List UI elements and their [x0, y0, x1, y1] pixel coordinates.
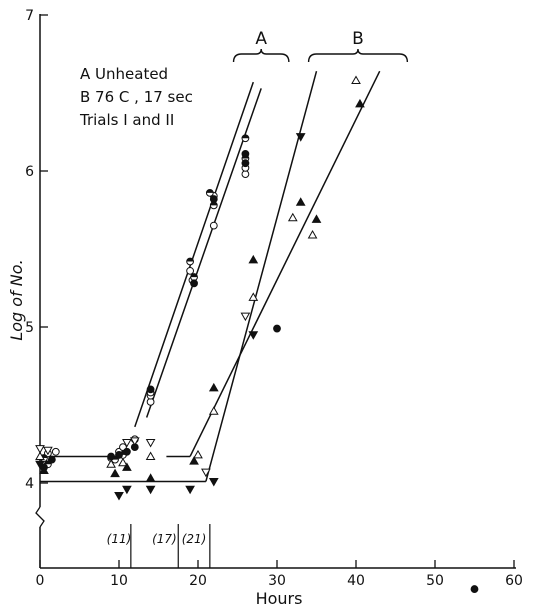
y-tick-label: 7: [25, 8, 34, 24]
data-point-filled-triangle: [248, 254, 259, 264]
data-point-filled-triangle: [39, 465, 49, 475]
data-point-filled-triangle: [295, 197, 306, 206]
x-tick-label: 60: [505, 573, 523, 589]
data-point-filled-circle: [273, 324, 281, 333]
data-point-open-triangle: [248, 292, 259, 301]
data-point-filled-triangle: [122, 462, 132, 471]
data-point-filled-inverted-triangle: [114, 491, 124, 501]
data-point-filled-triangle: [311, 214, 322, 223]
data-point-open-inverted-triangle: [129, 437, 140, 446]
data-point-filled-triangle: [110, 468, 120, 478]
data-point-filled-inverted-triangle: [145, 485, 156, 495]
y-tick-label: 5: [25, 320, 34, 336]
axes: 0 10 20 30 40 50 60 4 5 6 7: [25, 8, 523, 589]
data-point-open-triangle: [307, 229, 318, 239]
data-point-open-circle: [186, 266, 195, 275]
data-points: [35, 75, 479, 593]
fit-lines: [40, 70, 381, 483]
legend-line-3: Trials I and II: [79, 111, 174, 129]
interval-label: (11): [107, 532, 132, 546]
data-point-filled-circle: [146, 385, 155, 394]
interval-label: (21): [182, 532, 207, 546]
data-point-filled-inverted-triangle: [208, 477, 219, 487]
fit-line: [189, 70, 381, 457]
data-point-open-triangle: [287, 212, 298, 222]
data-point-open-inverted-triangle: [122, 438, 132, 448]
data-point-open-triangle: [106, 459, 116, 468]
fit-line: [205, 70, 318, 482]
data-point-open-inverted-triangle: [43, 446, 53, 456]
data-point-open-triangle: [208, 406, 219, 415]
y-tick-label: 4: [25, 476, 34, 492]
data-point-open-triangle: [193, 449, 203, 459]
fit-line: [145, 88, 262, 418]
y-tick-label: 6: [25, 164, 34, 180]
data-point-filled-inverted-triangle: [122, 485, 132, 495]
y-axis-break-mark: [35, 506, 45, 528]
bracket-B: [307, 48, 409, 63]
bracket-A: [232, 48, 290, 63]
x-tick-label: 0: [36, 573, 45, 589]
x-tick-label: 30: [268, 573, 286, 589]
data-point-filled-circle: [241, 159, 250, 168]
data-point-open-triangle: [118, 457, 128, 467]
data-point-open-inverted-triangle: [145, 438, 156, 448]
fit-line: [134, 81, 255, 428]
legend-line-2: B 76 C , 17 sec: [80, 88, 193, 106]
data-point-open-circle: [209, 221, 218, 230]
data-point-filled-circle: [115, 451, 123, 459]
legend: A Unheated B 76 C , 17 sec Trials I and …: [79, 65, 193, 129]
data-point-half-filled-circle: [190, 273, 198, 281]
data-point-open-triangle: [351, 75, 361, 85]
y-axis-title: Log of No.: [7, 259, 26, 340]
data-point-filled-triangle: [145, 473, 156, 482]
data-point-filled-triangle: [208, 382, 219, 392]
data-point-filled-inverted-triangle: [185, 485, 195, 495]
data-point-half-filled-circle: [186, 257, 195, 266]
data-point-filled-triangle: [189, 456, 199, 465]
legend-line-1: A Unheated: [80, 65, 168, 83]
bracket-label-B: B: [352, 29, 364, 49]
x-tick-label: 50: [426, 573, 444, 589]
x-tick-label: 10: [110, 573, 128, 589]
data-point-filled-inverted-triangle: [35, 460, 45, 470]
data-point-filled-circle: [47, 455, 56, 464]
data-point-open-circle: [51, 447, 60, 456]
data-point-filled-circle: [209, 195, 218, 203]
data-point-filled-triangle: [355, 98, 365, 108]
data-point-open-triangle: [35, 451, 45, 460]
data-point-filled-inverted-triangle: [248, 331, 259, 340]
data-point-open-triangle: [145, 451, 156, 460]
data-point-filled-circle: [241, 149, 250, 158]
x-tick-label: 20: [189, 573, 207, 589]
data-point-filled-circle: [470, 585, 479, 593]
data-point-open-inverted-triangle: [201, 468, 211, 478]
data-point-filled-circle: [190, 279, 198, 288]
data-point-filled-circle: [123, 447, 131, 456]
interval-label: (17): [152, 532, 177, 546]
x-tick-label: 40: [347, 573, 365, 589]
bracket-label-A: A: [255, 29, 267, 49]
annotations: A B (11) (17) (21): [107, 29, 409, 568]
data-point-open-inverted-triangle: [35, 445, 45, 454]
data-point-filled-circle: [107, 452, 115, 461]
data-point-filled-inverted-triangle: [295, 133, 306, 142]
data-point-half-filled-circle: [205, 188, 214, 197]
x-axis-title: Hours: [256, 589, 303, 608]
data-point-half-filled-circle: [241, 134, 250, 143]
data-point-open-inverted-triangle: [240, 312, 251, 322]
